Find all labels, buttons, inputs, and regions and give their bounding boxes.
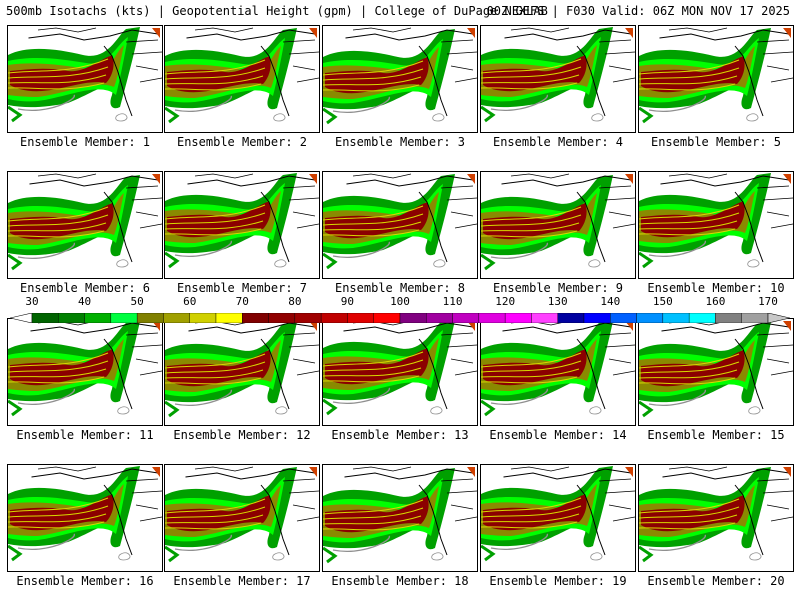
colorbar-bin <box>452 312 480 324</box>
colorbar-bin <box>347 312 374 324</box>
colorbar-bin <box>741 312 769 324</box>
colorbar-bin <box>31 312 59 324</box>
ensemble-member-caption: Ensemble Member: 13 <box>331 428 469 442</box>
colorbar-above-arrow <box>767 312 791 324</box>
ensemble-member-map <box>164 464 320 572</box>
ensemble-member-caption: Ensemble Member: 1 <box>19 135 151 149</box>
colorbar-bin <box>688 312 716 324</box>
ensemble-member-map <box>480 171 636 279</box>
colorbar-bin <box>294 312 322 324</box>
colorbar-bin <box>110 312 138 324</box>
ensemble-member-caption: Ensemble Member: 19 <box>489 574 627 588</box>
colorbar-bin <box>715 312 742 324</box>
ensemble-member-map <box>322 464 478 572</box>
ensemble-member-caption: Ensemble Member: 15 <box>647 428 785 442</box>
ensemble-member-caption: Ensemble Member: 6 <box>19 281 151 295</box>
ensemble-member-map <box>164 171 320 279</box>
ensemble-member-caption: Ensemble Member: 9 <box>492 281 624 295</box>
colorbar-tick-label: 130 <box>547 295 568 308</box>
colorbar-strip <box>9 308 791 324</box>
ensemble-member-map <box>480 318 636 426</box>
ensemble-member-map <box>638 318 794 426</box>
ensemble-member-map <box>480 25 636 133</box>
colorbar-bin <box>215 312 243 324</box>
colorbar-tick-label: 150 <box>652 295 673 308</box>
colorbar-tick-label: 80 <box>288 295 302 308</box>
colorbar-tick-label: 160 <box>705 295 726 308</box>
colorbar-tick-label: 140 <box>600 295 621 308</box>
colorbar-bin <box>636 312 664 324</box>
colorbar-bin <box>426 312 453 324</box>
ensemble-member-map <box>7 318 163 426</box>
run-valid-time: 00Z GEFS | F030 Valid: 06Z MON NOV 17 20… <box>486 4 790 18</box>
colorbar-below-arrow <box>9 312 33 324</box>
colorbar-bin <box>320 312 348 324</box>
map-title: 500mb Isotachs (kts) | Geopotential Heig… <box>6 4 548 18</box>
ensemble-member-caption: Ensemble Member: 10 <box>647 281 785 295</box>
ensemble-member-map <box>7 171 163 279</box>
ensemble-member-map <box>322 25 478 133</box>
colorbar-bin <box>268 312 296 324</box>
colorbar-bin <box>557 312 585 324</box>
colorbar-bin <box>136 312 164 324</box>
ensemble-member-map <box>480 464 636 572</box>
colorbar-bin <box>610 312 637 324</box>
colorbar-bin <box>373 312 401 324</box>
colorbar-bin <box>242 312 269 324</box>
ensemble-member-caption: Ensemble Member: 16 <box>16 574 154 588</box>
ensemble-member-map <box>322 171 478 279</box>
ensemble-member-caption: Ensemble Member: 3 <box>334 135 466 149</box>
colorbar-bin <box>58 312 85 324</box>
colorbar-tick-label: 120 <box>495 295 516 308</box>
colorbar-tick-label: 100 <box>390 295 410 308</box>
ensemble-member-caption: Ensemble Member: 12 <box>173 428 311 442</box>
colorbar-bin <box>478 312 506 324</box>
ensemble-member-caption: Ensemble Member: 4 <box>492 135 624 149</box>
colorbar-tick-label: 50 <box>130 295 144 308</box>
ensemble-member-caption: Ensemble Member: 20 <box>647 574 785 588</box>
ensemble-member-caption: Ensemble Member: 5 <box>650 135 782 149</box>
colorbar-bin <box>84 312 112 324</box>
ensemble-member-caption: Ensemble Member: 14 <box>489 428 627 442</box>
map-header: 500mb Isotachs (kts) | Geopotential Heig… <box>0 0 800 22</box>
ensemble-member-map <box>164 318 320 426</box>
colorbar-tick-label: 170 <box>758 295 778 308</box>
ensemble-member-caption: Ensemble Member: 18 <box>331 574 469 588</box>
ensemble-member-caption: Ensemble Member: 11 <box>16 428 154 442</box>
colorbar-bin <box>399 312 427 324</box>
ensemble-member-caption: Ensemble Member: 7 <box>176 281 308 295</box>
colorbar-bin <box>531 312 558 324</box>
colorbar-tick-label: 30 <box>25 295 39 308</box>
colorbar-bin <box>504 312 532 324</box>
ensemble-member-map <box>638 171 794 279</box>
ensemble-member-map <box>7 25 163 133</box>
ensemble-member-map <box>322 318 478 426</box>
colorbar-bin <box>583 312 611 324</box>
ensemble-member-caption: Ensemble Member: 8 <box>334 281 466 295</box>
colorbar-bin <box>163 312 190 324</box>
colorbar-tick-label: 60 <box>183 295 197 308</box>
colorbar-bin <box>189 312 217 324</box>
ensemble-member-map <box>164 25 320 133</box>
colorbar-tick-label: 40 <box>77 295 92 308</box>
ensemble-member-map <box>638 25 794 133</box>
colorbar-bin <box>662 312 690 324</box>
ensemble-member-caption: Ensemble Member: 17 <box>173 574 311 588</box>
ensemble-member-map <box>7 464 163 572</box>
ensemble-member-map <box>638 464 794 572</box>
ensemble-member-caption: Ensemble Member: 2 <box>176 135 308 149</box>
colorbar-tick-label: 90 <box>340 295 355 308</box>
colorbar-tick-label: 110 <box>442 295 463 308</box>
colorbar-tick-label: 70 <box>235 295 249 308</box>
